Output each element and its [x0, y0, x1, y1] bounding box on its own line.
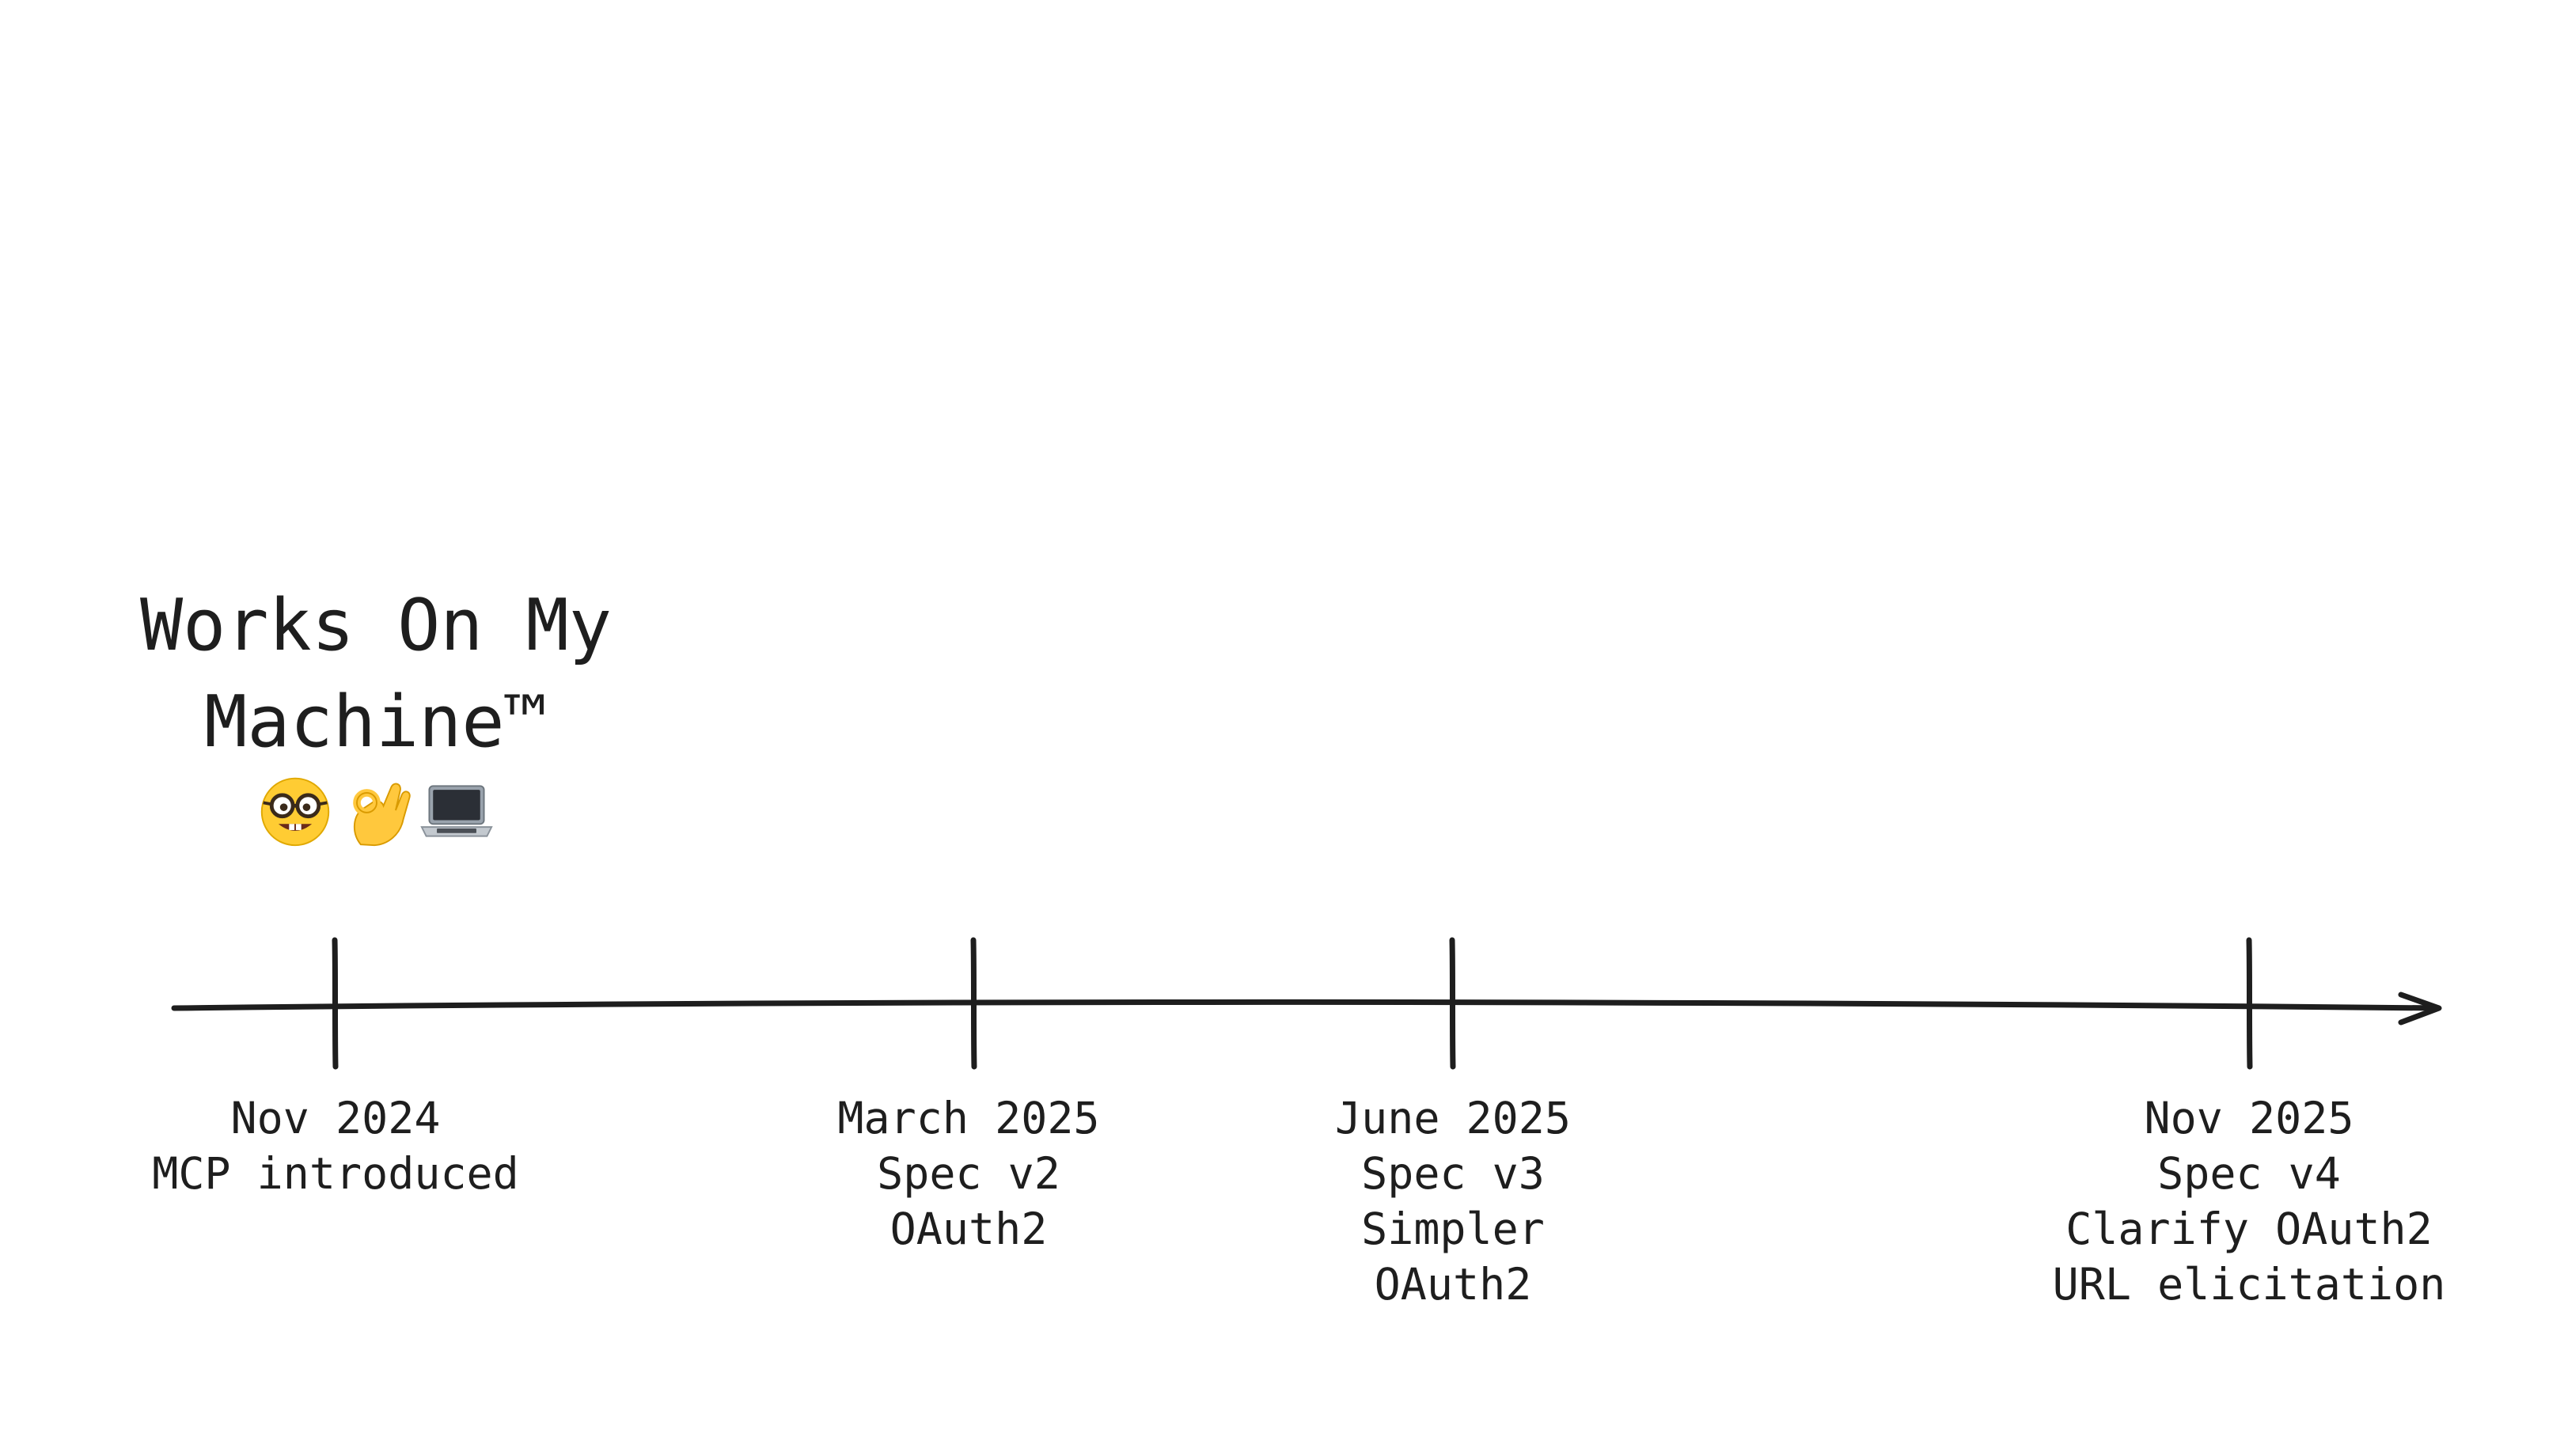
milestone-date: Nov 2025 [2144, 1093, 2354, 1143]
milestone-description: MCP introduced [152, 1148, 519, 1199]
headline-line: Works On My [139, 584, 613, 667]
nerd-face-icon [260, 777, 330, 847]
milestone-description: URL elicitation [2052, 1259, 2446, 1310]
milestone-description: Spec v2 [877, 1148, 1060, 1199]
milestone-nov-2024: Nov 2024 MCP introduced [59, 1090, 613, 1201]
milestone-june-2025: June 2025 Spec v3 Simpler OAuth2 [1176, 1090, 1730, 1312]
milestone-date: June 2025 [1334, 1093, 1571, 1143]
milestone-description: Clarify OAuth2 [2065, 1204, 2433, 1254]
timeline-line [171, 999, 2441, 1011]
headline: Works On My Machine™ [79, 578, 673, 771]
headline-line: Machine™ [204, 681, 548, 764]
timeline-arrowhead [2398, 992, 2442, 1026]
emoji-row [79, 772, 673, 848]
milestone-date: Nov 2024 [230, 1093, 441, 1143]
milestone-description: Simpler [1361, 1204, 1545, 1254]
timeline-tick-june-2025 [1449, 937, 1456, 1070]
ok-hand-icon [353, 783, 411, 847]
laptop-icon [420, 785, 493, 837]
milestone-nov-2025: Nov 2025 Spec v4 Clarify OAuth2 URL elic… [1972, 1090, 2526, 1312]
milestone-march-2025: March 2025 Spec v2 OAuth2 [692, 1090, 1246, 1257]
milestone-description: Spec v4 [2157, 1148, 2341, 1199]
milestone-description: OAuth2 [1374, 1259, 1532, 1310]
milestone-description: Spec v3 [1361, 1148, 1545, 1199]
timeline-tick-nov-2025 [2246, 937, 2253, 1070]
milestone-description: OAuth2 [889, 1204, 1048, 1254]
timeline-tick-nov-2024 [332, 937, 339, 1070]
milestone-date: March 2025 [837, 1093, 1100, 1143]
timeline-tick-march-2025 [970, 937, 977, 1070]
